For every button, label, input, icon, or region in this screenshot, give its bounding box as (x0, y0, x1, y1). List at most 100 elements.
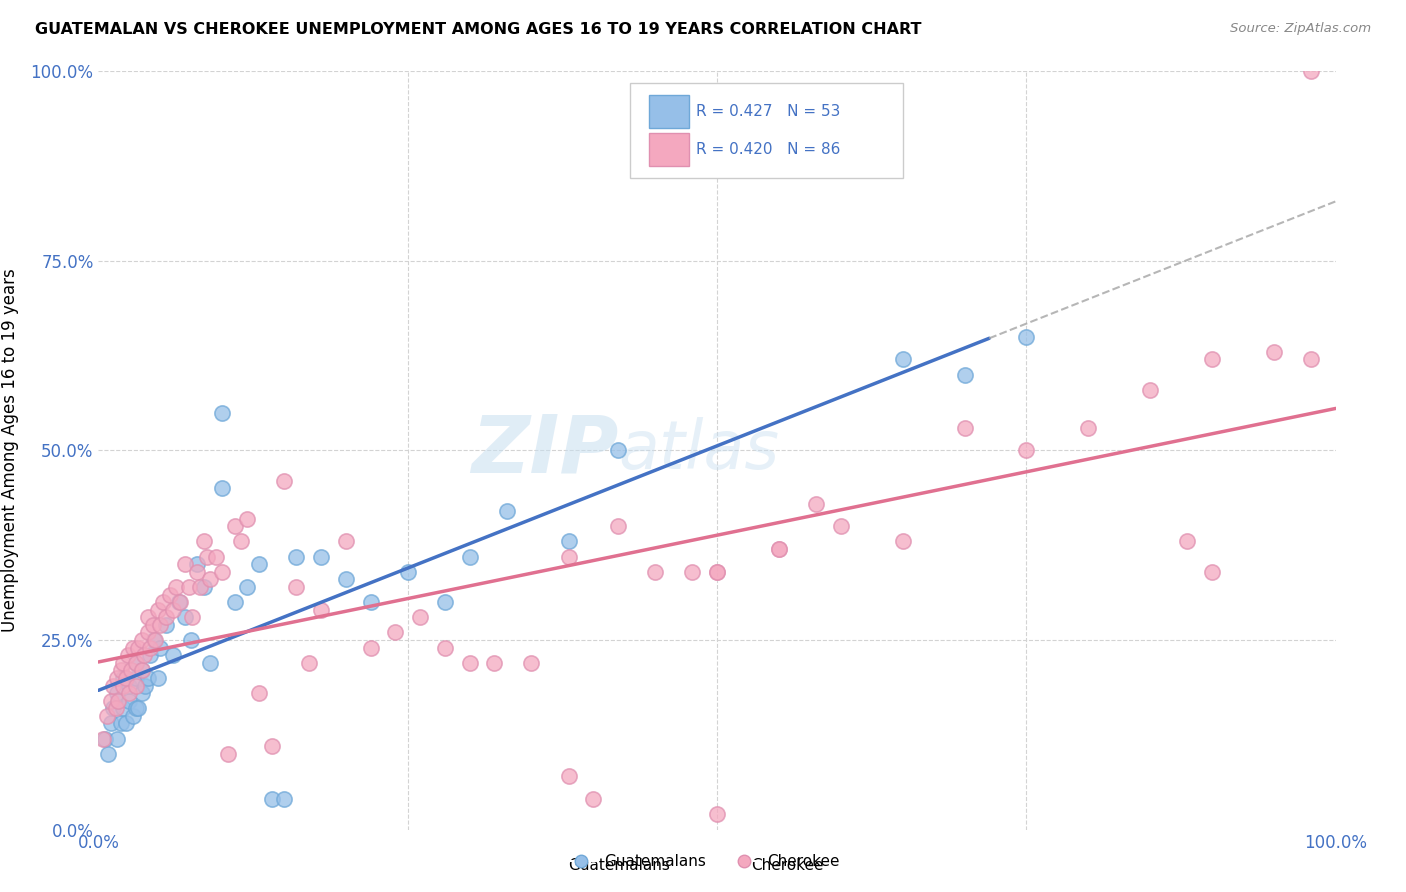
Point (433, 595, 456, 609)
Point (112, 656, 135, 670)
Point (165, 580, 187, 594)
Point (1175, 534, 1198, 549)
Point (298, 656, 321, 670)
Point (236, 580, 259, 594)
Point (384, 625, 406, 640)
Point (681, 565, 703, 579)
Point (146, 603, 169, 617)
Point (118, 686, 141, 700)
Point (136, 625, 159, 640)
Point (131, 686, 153, 700)
Point (1201, 352, 1223, 367)
Point (159, 588, 181, 602)
Point (644, 565, 666, 579)
Text: R = 0.427   N = 53: R = 0.427 N = 53 (696, 104, 841, 119)
Text: R = 0.420   N = 86: R = 0.420 N = 86 (696, 142, 841, 157)
Point (131, 664, 153, 678)
Point (273, 474, 295, 488)
Point (174, 610, 197, 624)
Point (360, 595, 382, 609)
Point (155, 610, 177, 624)
Point (107, 694, 129, 708)
Point (114, 716, 136, 731)
Point (458, 656, 481, 670)
Point (309, 549, 332, 564)
Point (273, 792, 295, 806)
Point (143, 633, 166, 648)
Point (224, 595, 246, 609)
Point (136, 671, 159, 685)
Point (134, 678, 156, 692)
Point (152, 595, 174, 609)
Point (1299, 352, 1322, 367)
Text: GUATEMALAN VS CHEROKEE UNEMPLOYMENT AMONG AGES 16 TO 19 YEARS CORRELATION CHART: GUATEMALAN VS CHEROKEE UNEMPLOYMENT AMON… (35, 22, 922, 37)
Point (139, 640, 162, 655)
Point (335, 534, 357, 549)
Point (1263, 344, 1285, 359)
Point (120, 664, 142, 678)
Point (830, 519, 852, 533)
Point (112, 678, 135, 692)
Point (104, 701, 127, 715)
Point (127, 640, 149, 655)
Point (360, 640, 382, 655)
Point (100, 694, 122, 708)
Point (236, 512, 259, 526)
Point (229, 534, 252, 549)
Point (557, 769, 579, 784)
Point (118, 694, 141, 708)
Point (247, 686, 270, 700)
Point (105, 671, 128, 685)
Point (247, 557, 270, 572)
Point (582, 792, 605, 806)
FancyBboxPatch shape (630, 83, 903, 178)
Point (180, 633, 202, 648)
Point (891, 352, 914, 367)
Point (155, 617, 177, 632)
Point (891, 534, 914, 549)
Point (1139, 383, 1161, 397)
Point (186, 557, 208, 572)
Point (124, 671, 146, 685)
Point (96, 708, 118, 723)
Point (177, 580, 200, 594)
Point (127, 701, 149, 715)
Point (110, 664, 132, 678)
Point (112, 701, 135, 715)
Point (149, 640, 172, 655)
FancyBboxPatch shape (650, 95, 689, 128)
Point (607, 519, 630, 533)
Point (1077, 421, 1099, 435)
FancyBboxPatch shape (650, 133, 689, 166)
Point (97, 747, 120, 761)
Point (105, 731, 128, 746)
Point (285, 580, 308, 594)
Point (706, 565, 728, 579)
Point (198, 573, 221, 587)
Point (103, 701, 125, 715)
Point (1299, 64, 1322, 78)
Point (260, 739, 283, 753)
Point (124, 656, 146, 670)
Point (186, 565, 208, 579)
Point (139, 648, 162, 662)
Text: atlas: atlas (619, 417, 779, 483)
Point (953, 421, 976, 435)
Point (217, 747, 239, 761)
Point (162, 603, 184, 617)
Point (195, 549, 218, 564)
Text: Guatemalans: Guatemalans (568, 858, 669, 872)
Point (122, 640, 145, 655)
Point (93, 731, 115, 746)
Point (198, 656, 221, 670)
Point (396, 565, 419, 579)
Point (136, 610, 159, 624)
Point (93, 731, 115, 746)
Point (211, 405, 233, 420)
Point (1015, 330, 1038, 344)
Point (706, 807, 728, 822)
Point (114, 671, 136, 685)
Point (188, 580, 211, 594)
Point (706, 565, 728, 579)
Point (181, 610, 204, 624)
